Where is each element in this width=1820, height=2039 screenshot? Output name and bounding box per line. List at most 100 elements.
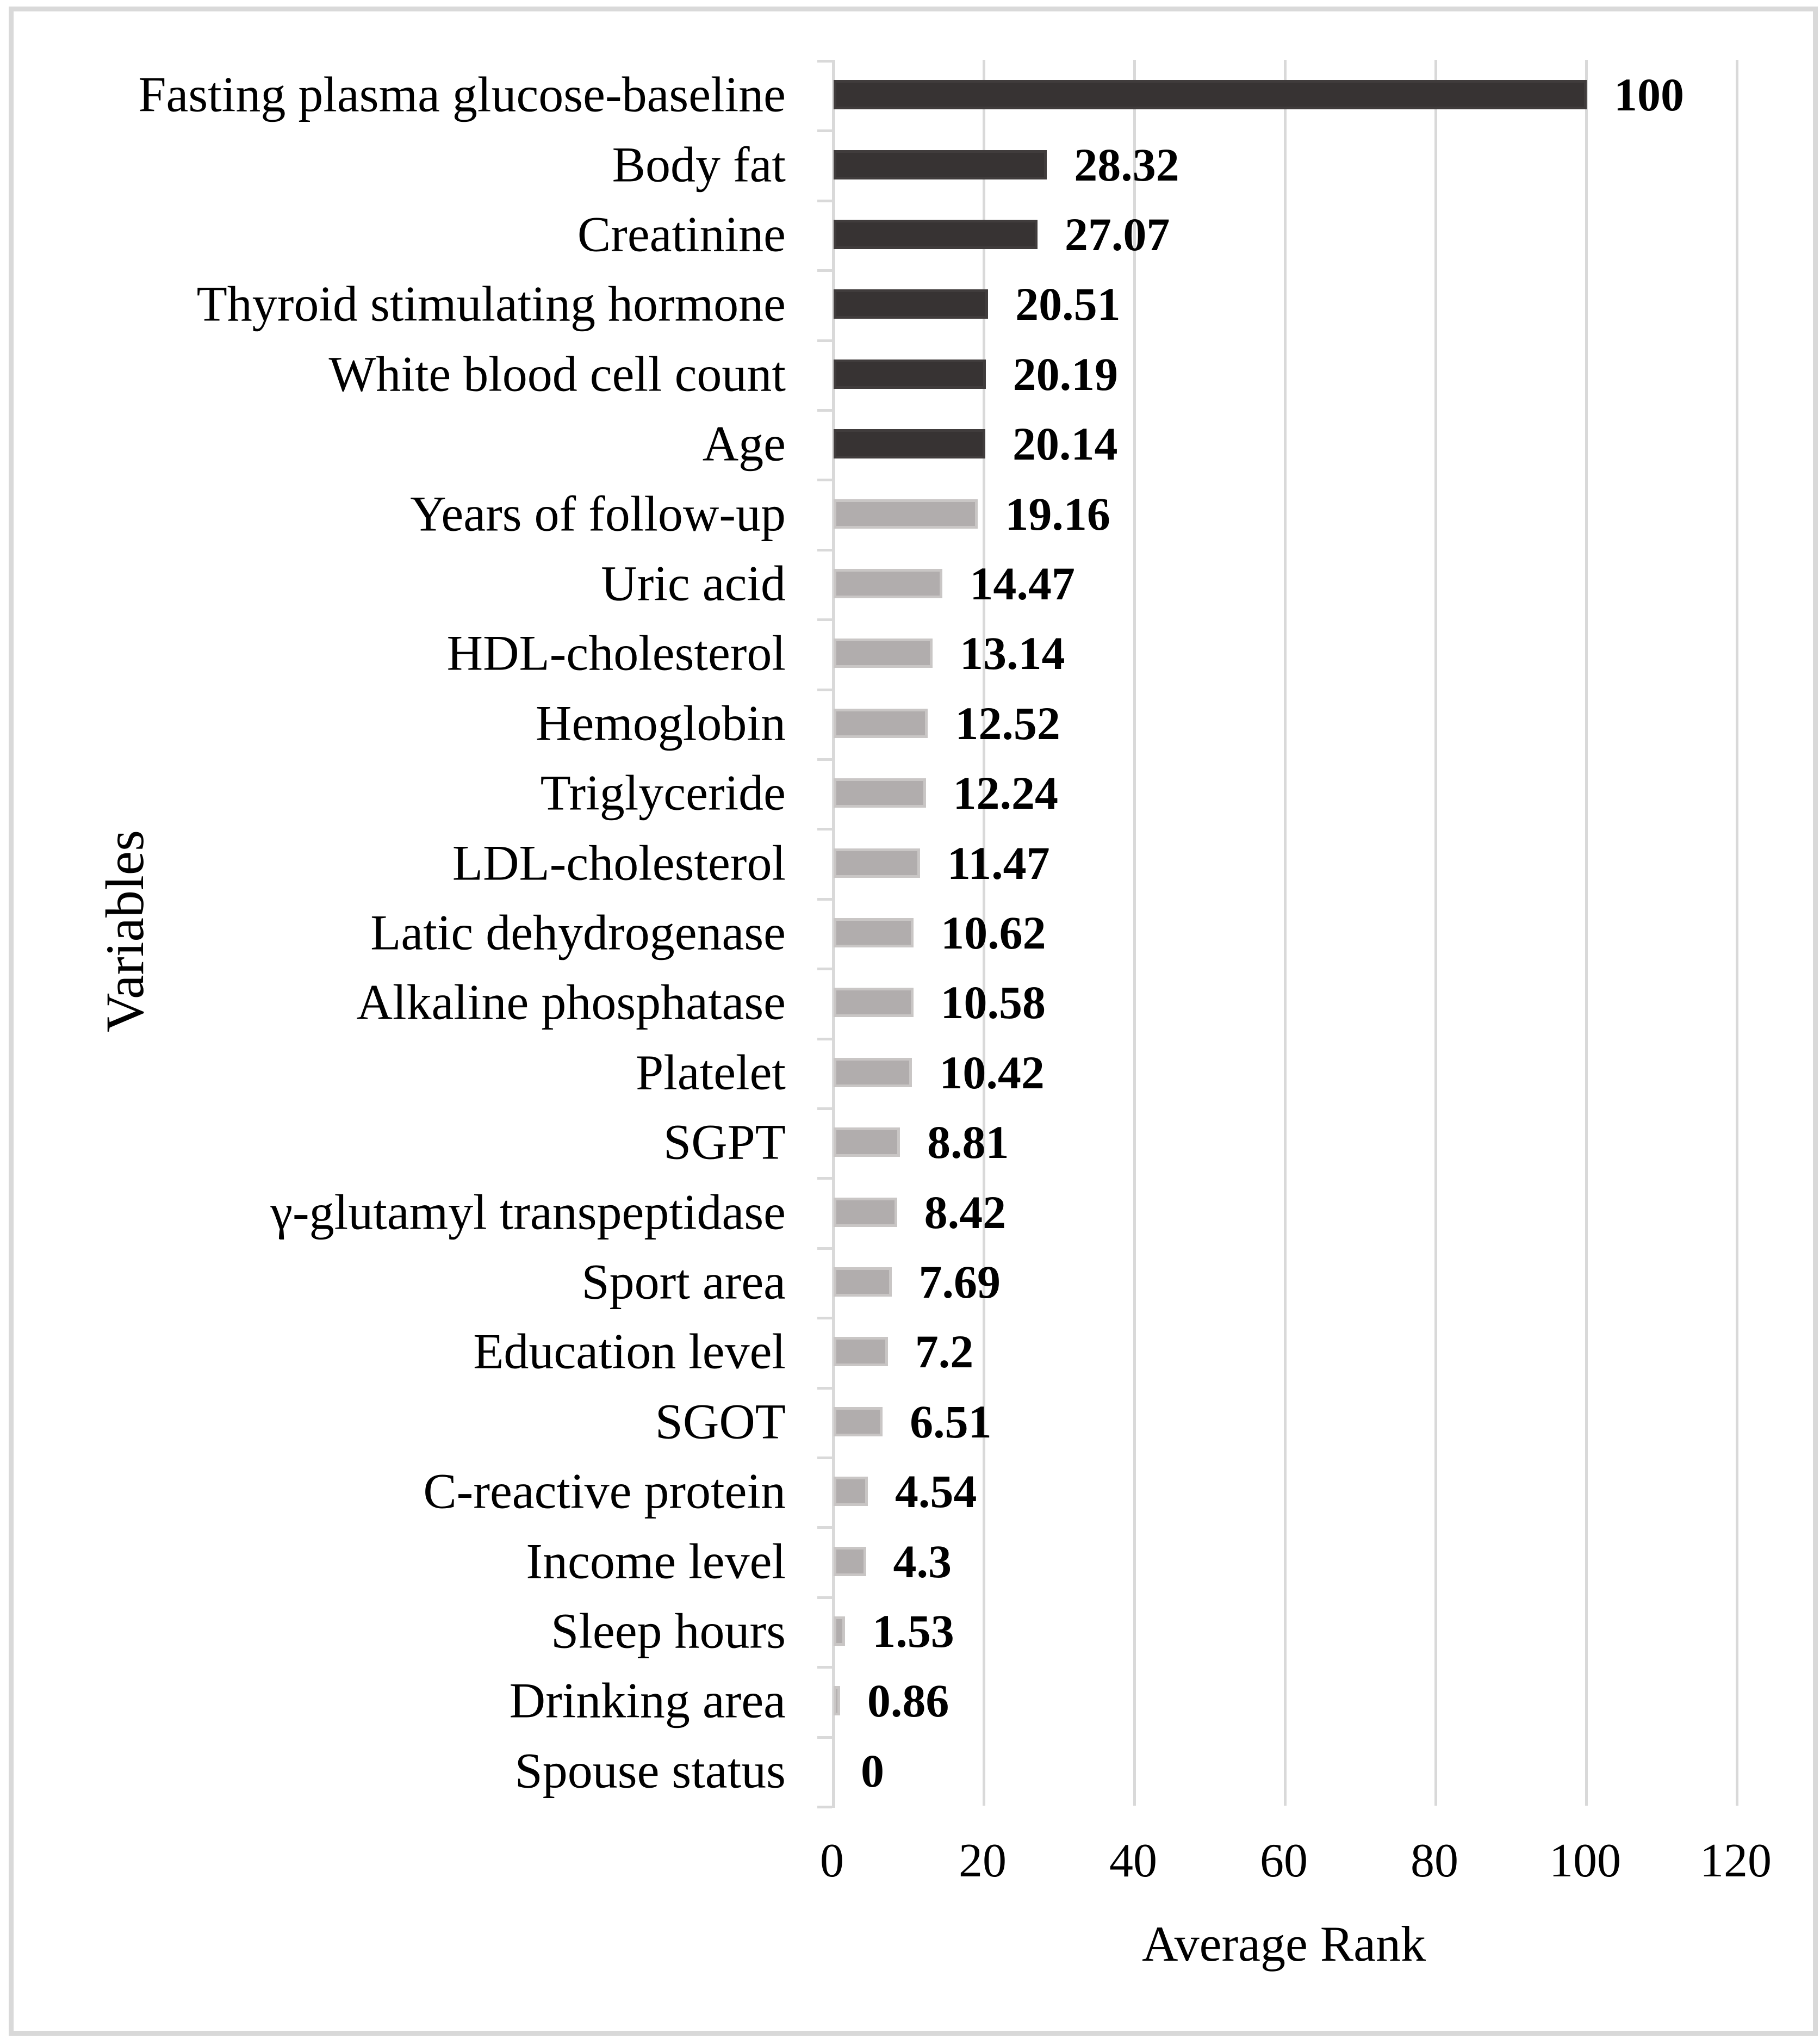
value-label: 13.14 <box>959 627 1065 680</box>
bar <box>834 1616 846 1646</box>
bar <box>834 1546 866 1576</box>
value-label: 7.69 <box>918 1255 1001 1308</box>
x-tick-label: 40 <box>1109 1835 1157 1887</box>
bar-row: C-reactive protein 4.54 <box>0 1457 1820 1526</box>
category-label: Sleep hours <box>551 1603 786 1659</box>
bar-row: Spouse status 0 <box>0 1736 1820 1806</box>
bar <box>834 499 978 529</box>
category-label: Platelet <box>636 1044 786 1100</box>
bar-row: Triglyceride 12.24 <box>0 758 1820 828</box>
gridline-x-40 <box>1133 60 1136 1806</box>
category-axis-tick <box>817 1177 832 1180</box>
category-axis-tick <box>817 548 832 551</box>
bar-row: HDL-cholesterol 13.14 <box>0 618 1820 688</box>
category-axis-tick <box>817 1037 832 1040</box>
bar <box>834 918 914 947</box>
category-label: Fasting plasma glucose-baseline <box>138 66 786 122</box>
bar <box>834 1477 868 1507</box>
category-label: Age <box>702 416 786 472</box>
category-label: Education level <box>473 1324 786 1380</box>
category-axis-tick <box>817 479 832 482</box>
gridline-x-60 <box>1284 60 1287 1806</box>
category-label: Alkaline phosphatase <box>356 975 786 1031</box>
bar-row: Income level 4.3 <box>0 1526 1820 1596</box>
value-label: 100 <box>1614 69 1684 121</box>
value-label: 12.24 <box>953 767 1059 820</box>
bar-row: Uric acid 14.47 <box>0 549 1820 618</box>
value-label: 19.16 <box>1005 487 1110 540</box>
bar <box>834 1127 900 1157</box>
category-label: White blood cell count <box>328 346 786 402</box>
bar <box>834 429 985 459</box>
category-axis-tick <box>817 1107 832 1110</box>
category-axis-tick <box>817 968 832 971</box>
category-axis-tick <box>817 269 832 272</box>
category-label: C-reactive protein <box>423 1463 786 1519</box>
value-label: 4.54 <box>895 1465 977 1518</box>
category-axis-tick <box>817 758 832 761</box>
value-label: 1.53 <box>872 1604 954 1657</box>
gridline-x-120 <box>1736 60 1738 1806</box>
bar <box>834 359 986 389</box>
value-label: 8.42 <box>924 1186 1007 1238</box>
value-label: 20.14 <box>1012 418 1118 470</box>
category-axis-tick <box>817 1386 832 1390</box>
bar <box>834 778 926 808</box>
value-label: 4.3 <box>893 1535 952 1588</box>
category-axis-tick <box>817 897 832 901</box>
value-label: 27.07 <box>1064 208 1170 261</box>
category-label: Drinking area <box>509 1673 786 1729</box>
bar <box>834 1686 840 1716</box>
category-axis-tick <box>817 199 832 202</box>
category-axis-tick <box>817 1247 832 1250</box>
category-axis-tick <box>817 1666 832 1669</box>
bar <box>834 1057 912 1087</box>
bar-row: Alkaline phosphatase 10.58 <box>0 968 1820 1037</box>
value-label: 10.62 <box>941 906 1046 959</box>
category-axis-tick <box>817 1526 832 1529</box>
value-label: 20.19 <box>1013 348 1119 400</box>
category-label: Income level <box>526 1533 786 1589</box>
value-label: 10.58 <box>940 976 1046 1029</box>
bar <box>834 639 933 668</box>
category-label: Sport area <box>581 1254 786 1310</box>
category-axis-tick <box>817 339 832 342</box>
category-label: Body fat <box>612 137 786 193</box>
category-axis-tick <box>817 60 832 63</box>
x-tick-label: 100 <box>1549 1835 1621 1887</box>
bar-row: Platelet 10.42 <box>0 1038 1820 1107</box>
category-axis-tick <box>817 1317 832 1320</box>
category-label: LDL-cholesterol <box>452 835 786 891</box>
bar-row: Fasting plasma glucose-baseline 100 <box>0 60 1820 129</box>
category-label: Creatinine <box>577 206 786 262</box>
value-label: 10.42 <box>939 1046 1045 1099</box>
category-label: Spouse status <box>514 1743 786 1799</box>
bar-row: Sport area 7.69 <box>0 1247 1820 1317</box>
y-axis-title: Variables <box>95 829 155 1033</box>
category-axis-tick <box>817 828 832 831</box>
category-axis-tick <box>817 1736 832 1739</box>
value-label: 6.51 <box>910 1395 992 1448</box>
bar <box>834 1337 888 1367</box>
bar-row: Thyroid stimulating hormone 20.51 <box>0 269 1820 339</box>
bar-row: Hemoglobin 12.52 <box>0 689 1820 758</box>
bar <box>834 289 989 319</box>
bar-row: White blood cell count 20.19 <box>0 339 1820 409</box>
bar <box>834 219 1038 249</box>
bar-row: γ-glutamyl transpeptidase 8.42 <box>0 1177 1820 1247</box>
category-label: Triglyceride <box>540 765 786 821</box>
category-axis-tick <box>817 1806 832 1808</box>
category-axis-tick <box>817 1596 832 1599</box>
x-tick-label: 80 <box>1411 1835 1458 1887</box>
bar <box>834 150 1047 179</box>
bar-row: Latic dehydrogenase 10.62 <box>0 898 1820 968</box>
bar <box>834 568 943 598</box>
bar <box>834 708 928 738</box>
category-label: Latic dehydrogenase <box>370 904 786 960</box>
value-label: 8.81 <box>927 1116 1009 1169</box>
bar-row: Creatinine 27.07 <box>0 200 1820 269</box>
bar-row: Body fat 28.32 <box>0 129 1820 199</box>
value-label: 28.32 <box>1074 138 1179 191</box>
value-label: 0 <box>861 1744 884 1797</box>
